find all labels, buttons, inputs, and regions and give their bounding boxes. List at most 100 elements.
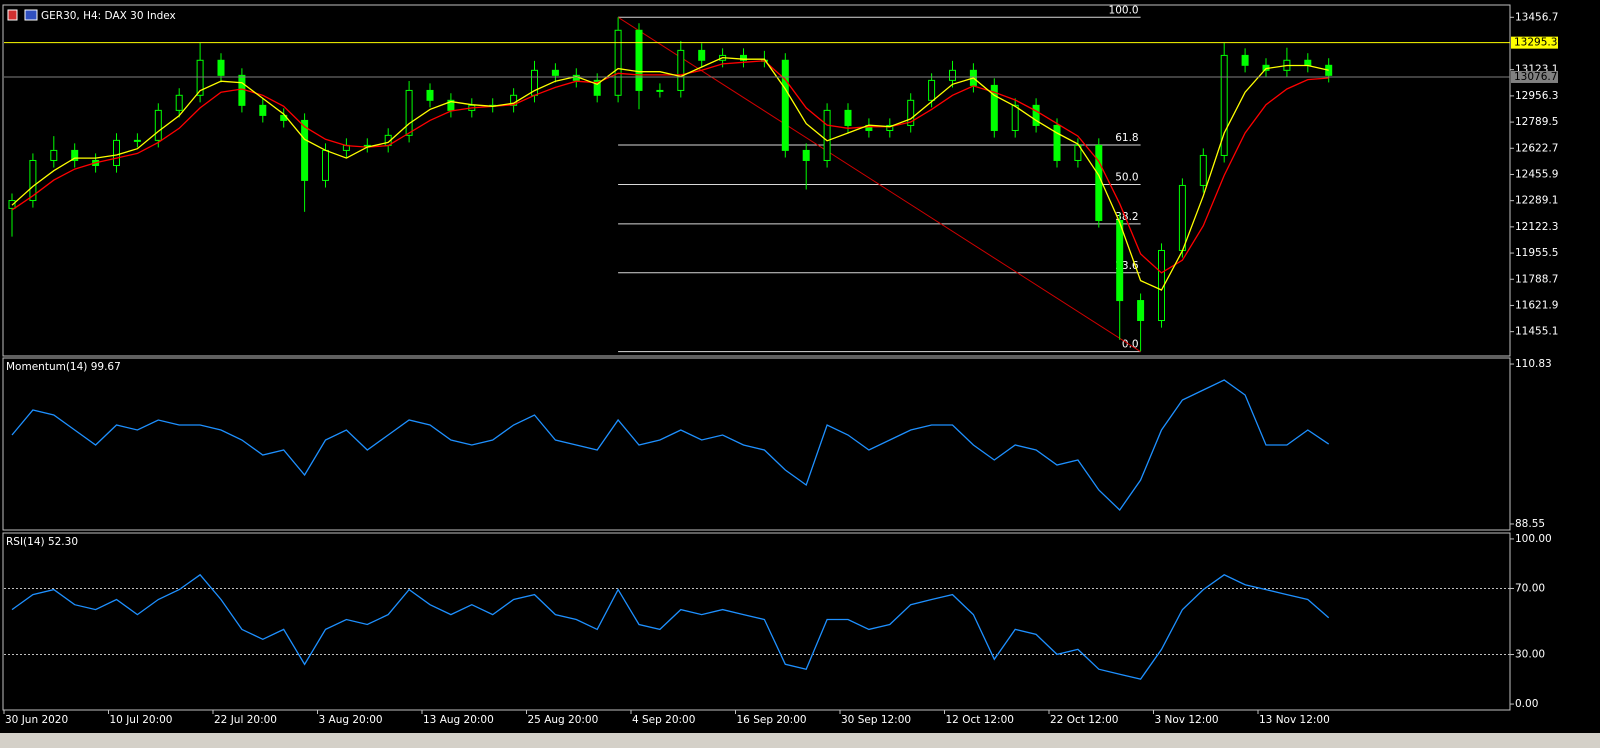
symbol-flag (24, 9, 38, 21)
x-tick-label: 13 Aug 20:00 (423, 714, 494, 726)
candle-body (802, 149, 810, 161)
x-tick-label: 10 Jul 20:00 (110, 714, 173, 726)
x-tick-label: 25 Aug 20:00 (528, 714, 599, 726)
symbol-icon (7, 9, 18, 21)
x-tick-label: 16 Sep 20:00 (737, 714, 807, 726)
candle-body (1074, 144, 1082, 161)
y-tick-label: 11621.9 (1515, 299, 1558, 311)
candle-body (154, 109, 162, 141)
x-tick-label: 30 Jun 2020 (5, 714, 68, 726)
candle-body (426, 89, 434, 101)
candle-body (907, 99, 915, 126)
x-tick-label: 22 Oct 12:00 (1050, 714, 1118, 726)
candle-body (1053, 124, 1061, 161)
price-label: 13295.3 (1514, 37, 1557, 49)
background (0, 0, 1600, 733)
candle-body (1011, 104, 1019, 131)
indicator-line (11, 573, 1330, 680)
y-tick-label: 12122.3 (1515, 221, 1558, 233)
panel-title: Momentum(14) 99.67 (6, 361, 121, 373)
candle-body (50, 149, 58, 161)
y-tick-label: 11455.1 (1515, 326, 1558, 338)
candle-body (886, 124, 894, 131)
candle-body (844, 109, 852, 126)
y-tick-label: 12789.5 (1515, 116, 1558, 128)
x-tick-label: 12 Oct 12:00 (946, 714, 1014, 726)
y-tick-label: 12956.3 (1515, 90, 1558, 102)
x-tick-label: 30 Sep 12:00 (841, 714, 911, 726)
fib-label: 50.0 (1115, 171, 1138, 183)
price-label: 13076.7 (1514, 71, 1557, 83)
y-tick-label: 30.00 (1515, 649, 1545, 661)
candle-body (949, 69, 956, 81)
momentum-panel (2, 357, 1511, 531)
y-tick-label: 11955.5 (1515, 247, 1558, 259)
candle-body (29, 159, 37, 202)
panel-title: RSI(14) 52.30 (6, 536, 78, 548)
y-tick-label: 88.55 (1515, 518, 1545, 530)
candle-body (113, 139, 120, 167)
candle-body (71, 149, 79, 161)
candle-body (1241, 54, 1249, 66)
price-panel (2, 4, 1511, 357)
candle-body (1325, 64, 1333, 76)
candle-body (740, 54, 747, 61)
y-tick-label: 11788.7 (1515, 273, 1558, 285)
x-tick-label: 3 Nov 12:00 (1155, 714, 1219, 726)
candle-body (677, 49, 685, 91)
candle-body (405, 89, 413, 136)
indicator-line (11, 379, 1330, 511)
candle-body (635, 29, 643, 91)
fib-label: 38.2 (1115, 211, 1138, 223)
x-tick-label: 13 Nov 12:00 (1259, 714, 1330, 726)
y-tick-label: 12622.7 (1515, 142, 1558, 154)
price-label-box (1511, 36, 1558, 49)
candle-body (238, 74, 246, 106)
candle-body (175, 94, 183, 111)
candle-body (196, 59, 204, 96)
y-tick-label: 0.00 (1515, 698, 1538, 710)
candle-body (656, 89, 664, 92)
rsi-panel (2, 532, 1511, 711)
candle-body (1095, 144, 1103, 221)
candle-body (259, 104, 267, 116)
x-tick-label: 22 Jul 20:00 (214, 714, 277, 726)
candle-body (928, 79, 936, 101)
candle-body (698, 49, 706, 61)
candle-body (990, 84, 998, 131)
candle-body (1178, 184, 1186, 251)
candle-body (551, 69, 559, 76)
candle-body (593, 79, 601, 96)
candle-body (133, 139, 141, 142)
candle-body (1220, 54, 1228, 156)
candle-body (1116, 219, 1124, 302)
fib-label: 61.8 (1115, 132, 1138, 144)
candle-body (1199, 154, 1207, 186)
moving-average (11, 56, 1329, 291)
y-tick-label: 70.00 (1515, 582, 1545, 594)
candle-body (217, 59, 225, 76)
y-tick-label: 13456.7 (1515, 11, 1558, 23)
x-tick-label: 3 Aug 20:00 (319, 714, 383, 726)
x-tick-label: 4 Sep 20:00 (632, 714, 695, 726)
candle-body (1304, 59, 1312, 66)
fib-trend (617, 16, 1141, 353)
candle-body (614, 29, 622, 96)
y-tick-label: 100.00 (1515, 533, 1552, 545)
y-tick-label: 12289.1 (1515, 195, 1558, 207)
candle-body (1032, 104, 1040, 126)
candle-body (322, 149, 329, 181)
y-tick-label: 110.83 (1515, 358, 1552, 370)
candle-body (781, 59, 789, 151)
panel-title: GER30, H4: DAX 30 Index (41, 10, 176, 22)
y-tick-label: 12455.9 (1515, 168, 1558, 180)
candle-body (823, 109, 831, 161)
candle-body (301, 119, 309, 181)
candle-body (510, 94, 518, 106)
candle-body (1137, 300, 1145, 322)
price-label-box (1511, 70, 1558, 83)
fib-label: 100.0 (1109, 4, 1139, 16)
moving-average (11, 60, 1329, 274)
